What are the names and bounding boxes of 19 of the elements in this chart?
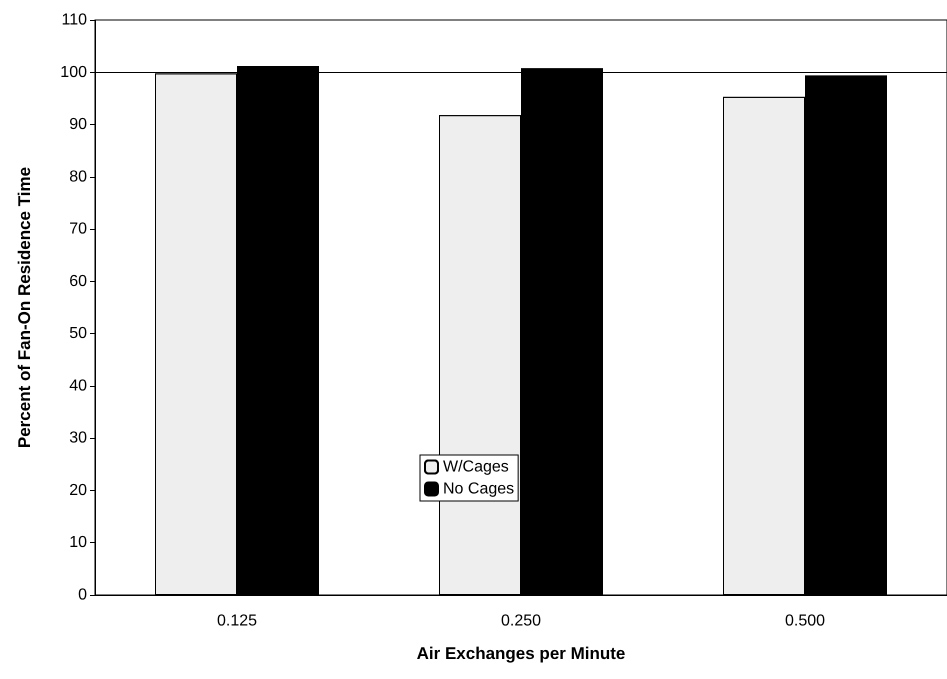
x-axis-title: Air Exchanges per Minute xyxy=(416,644,626,663)
x-tick-label: 0.500 xyxy=(784,612,826,630)
y-tick-label: 40 xyxy=(69,377,88,394)
legend-label: No Cages xyxy=(443,480,514,498)
y-tick-label: 20 xyxy=(69,482,88,499)
x-tick-label: 0.250 xyxy=(500,612,542,630)
x-tick-label: 0.125 xyxy=(216,612,258,630)
y-tick-label: 100 xyxy=(60,64,88,81)
y-axis-title: Percent of Fan-On Residence Time xyxy=(15,166,34,448)
y-tick-label: 60 xyxy=(69,272,88,290)
legend-label: W/Cages xyxy=(443,458,509,476)
y-tick-label: 0 xyxy=(78,586,88,604)
y-tick-label: 50 xyxy=(69,325,88,342)
y-tick-label: 90 xyxy=(69,116,88,134)
y-tick-label: 80 xyxy=(69,168,88,186)
y-tick-label: 30 xyxy=(69,430,88,447)
y-tick-label: 10 xyxy=(69,534,88,552)
y-tick-label: 110 xyxy=(61,12,88,28)
y-tick-label: 70 xyxy=(69,220,88,238)
